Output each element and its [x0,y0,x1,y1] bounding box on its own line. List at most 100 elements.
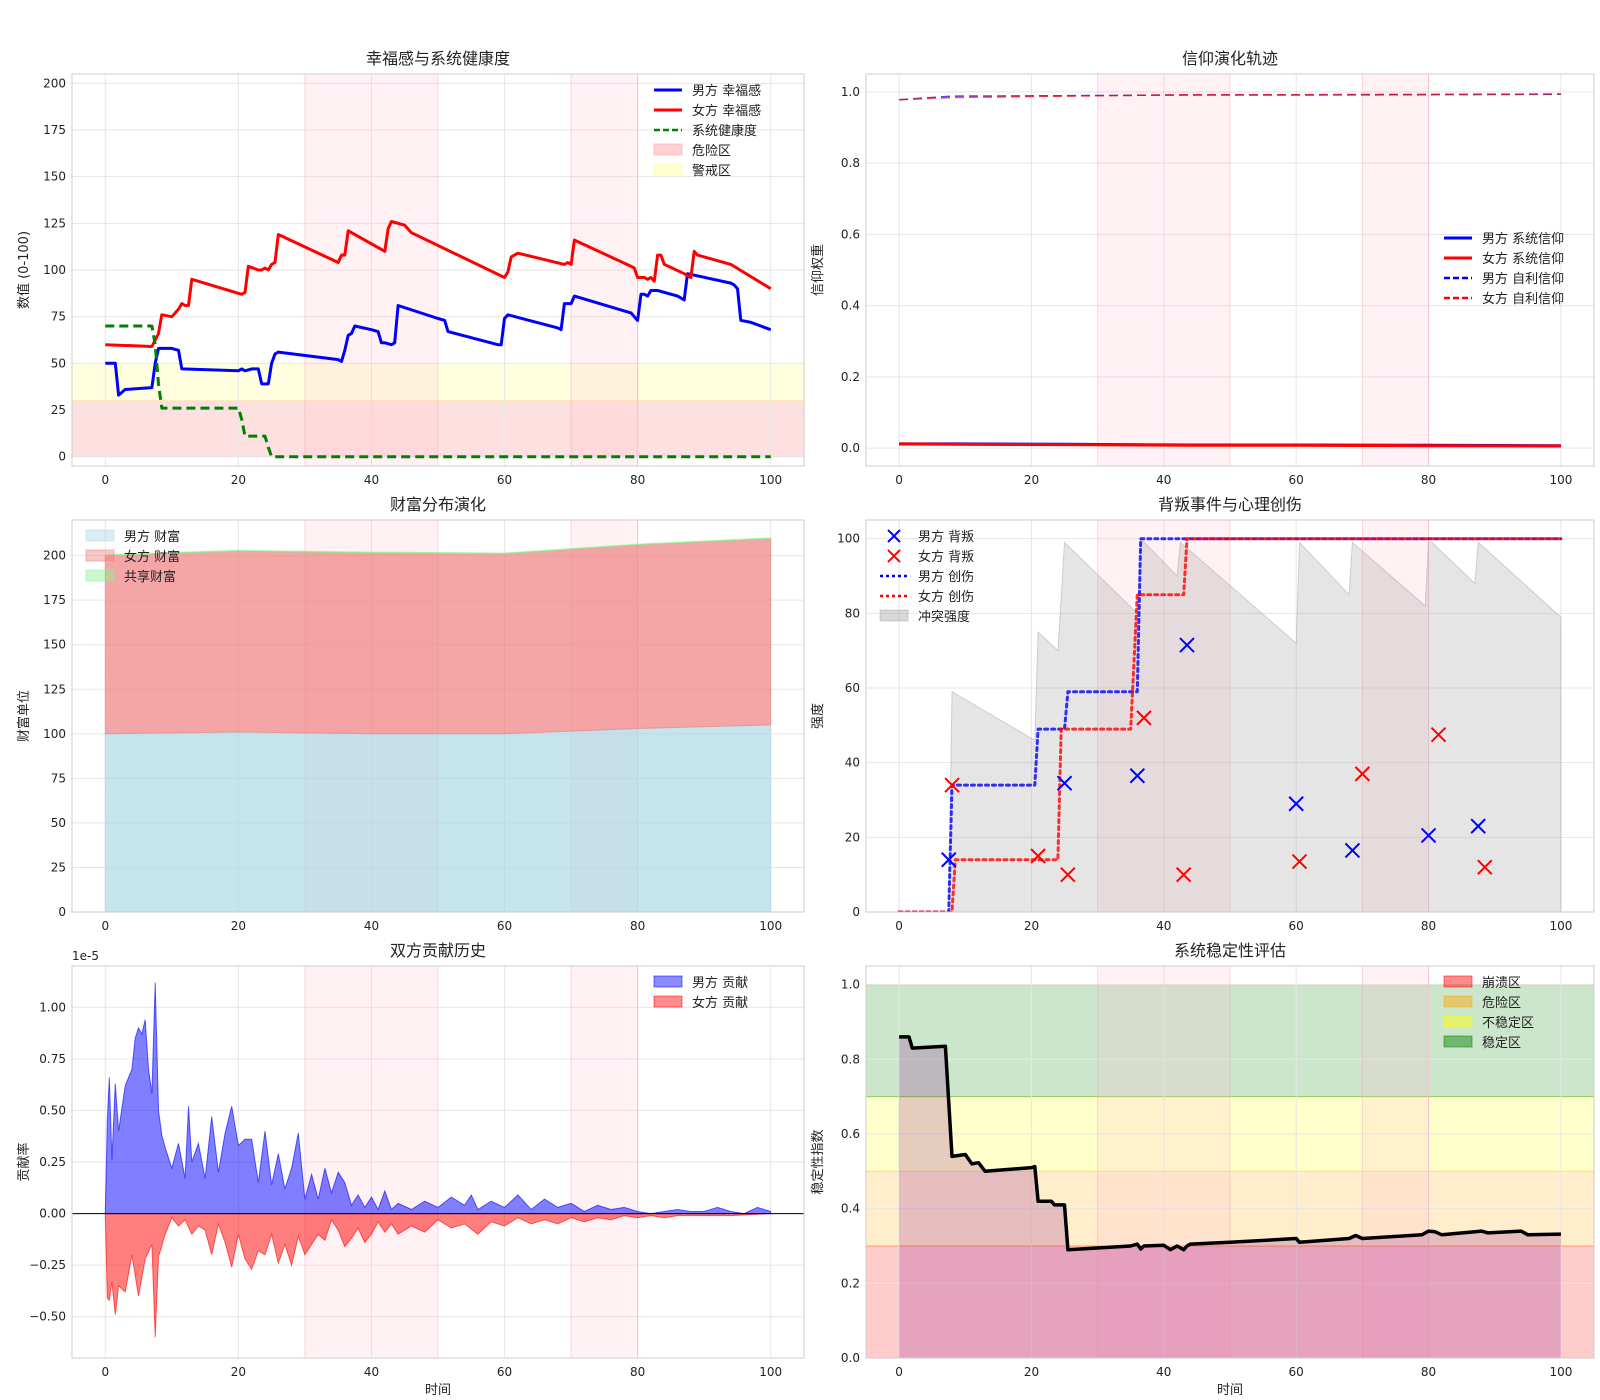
legend-label: 男方 贡献 [692,975,748,991]
marker-1-8 [1477,859,1493,875]
x-tick-label: 0 [101,919,109,933]
conflict-area [899,537,1562,912]
y-tick-label: −0.50 [29,1310,66,1324]
legend-item: 系统健康度 [654,123,757,139]
legend-label: 系统健康度 [692,123,757,139]
legend-label: 冲突强度 [918,609,970,625]
y-tick-label: 150 [43,170,66,184]
legend-label: 男方 背叛 [918,529,974,545]
series-line-0 [105,272,772,397]
area-0 [103,982,772,1215]
y-tick-label: 0.50 [39,1103,66,1117]
y-tick-label: 100 [43,263,66,277]
period-band-1 [570,966,639,1358]
legend-item: 女方 自利信仰 [1444,291,1564,307]
plot-layer [72,520,804,912]
legend-item: 警戒区 [653,163,731,179]
y-tick-label: 0.8 [841,1052,860,1066]
legend-marker [887,529,901,543]
legend-label: 女方 自利信仰 [1482,291,1564,307]
y-tick-label: 0.25 [39,1155,66,1169]
y-tick-label: 0 [58,450,66,464]
x-tick-label: 20 [231,473,246,487]
x-tick-label: 80 [630,919,645,933]
legend-item: 女方 系统信仰 [1444,251,1564,267]
plot-layer [866,966,1594,1358]
legend-label: 男方 幸福感 [692,83,761,99]
legend-label: 稳定区 [1482,1035,1521,1051]
x-tick-label: 60 [497,1365,512,1379]
scale-label: 1e-5 [72,949,99,963]
y-tick-label: 0.4 [841,1202,860,1216]
legend-item: 女方 创伤 [880,589,974,605]
zone-band-3 [866,984,1594,1098]
plot-frame [71,965,805,1359]
y-tick-label: 50 [51,816,66,830]
legend-label: 危险区 [692,144,731,159]
legend-item: 冲突强度 [879,609,970,625]
x-tick-label: 60 [497,473,512,487]
panel-p3: 0 20 40 60 80 100 0 25 50 75 100 125 150 175 200 财富分布演化… [16,495,805,933]
y-tick-label: 100 [837,532,860,546]
y-tick-label: 0.0 [841,441,860,455]
series-line-1 [105,220,772,348]
panel-title: 系统稳定性评估 [1174,941,1286,960]
legend-label: 女方 系统信仰 [1482,251,1564,267]
legend-label: 不稳定区 [1482,1015,1534,1031]
marker-1-3 [1136,710,1152,726]
legend-item: 男方 幸福感 [654,83,761,99]
plot-layer [72,966,804,1358]
legend-label: 女方 财富 [124,549,180,565]
panel-title: 信仰演化轨迹 [1182,49,1278,68]
x-tick-label: 20 [1024,473,1039,487]
legend-item: 男方 背叛 [887,529,974,545]
legend-item: 女方 贡献 [653,995,748,1011]
legend-label: 女方 幸福感 [692,103,761,119]
x-tick-label: 100 [759,919,782,933]
legend-swatch [879,609,909,622]
y-tick-label: 0.00 [39,1207,66,1221]
x-tick-label: 80 [630,1365,645,1379]
y-tick-label: 100 [43,727,66,741]
x-tick-label: 100 [759,473,782,487]
y-tick-label: 1.0 [841,978,860,992]
panel-title: 幸福感与系统健康度 [366,49,510,68]
y-tick-label: 0.2 [841,1276,860,1290]
y-tick-label: 75 [51,310,66,324]
y-tick-label: 150 [43,638,66,652]
legend-label: 崩溃区 [1482,976,1521,991]
marker-0-4 [1288,796,1304,812]
marker-0-7 [1470,818,1486,834]
x-tick-label: 0 [895,473,903,487]
legend-label: 男方 财富 [124,529,180,545]
y-tick-label: 0.4 [841,299,860,313]
legend-swatch [653,975,683,988]
legend-item: 男方 系统信仰 [1444,231,1564,247]
x-tick-label: 20 [231,919,246,933]
marker-1-1 [1030,848,1046,864]
x-tick-label: 40 [1156,473,1171,487]
y-tick-label: 175 [43,593,66,607]
plot-area [866,74,1594,466]
period-band-1 [1361,966,1430,1358]
legend-item: 女方 幸福感 [654,103,761,119]
plot-layer [72,74,804,466]
legend-swatch [1443,995,1473,1008]
y-tick-label: 0.6 [841,227,860,241]
x-tick-label: 100 [1549,473,1572,487]
y-tick-label: −0.25 [29,1258,66,1272]
series-line-0 [899,1035,1561,1252]
zone-band-0 [866,1245,1594,1358]
y-tick-label: 60 [845,681,860,695]
x-axis-label: 时间 [425,1383,451,1398]
x-tick-label: 80 [1421,473,1436,487]
x-tick-label: 80 [1421,919,1436,933]
x-tick-label: 40 [1156,919,1171,933]
